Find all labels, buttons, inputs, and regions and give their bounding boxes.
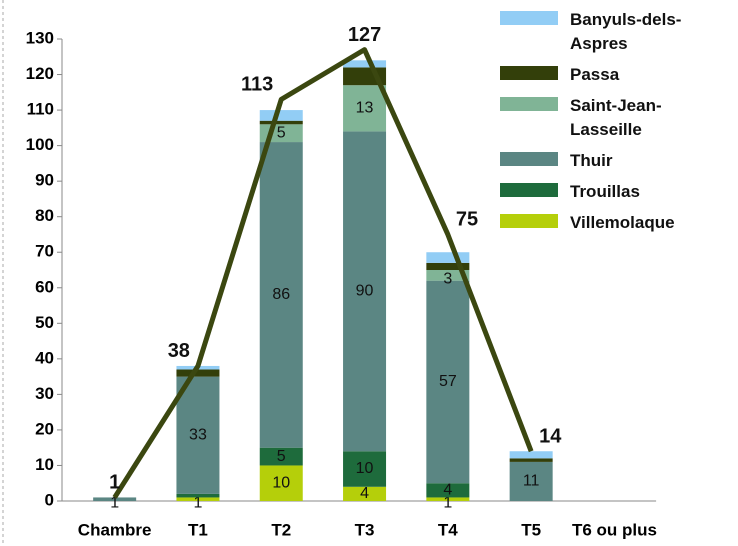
data-label: 33 <box>189 426 207 443</box>
bar-segment <box>343 85 387 132</box>
legend-entry: Trouillas <box>500 180 736 204</box>
bar-segment <box>176 493 220 498</box>
data-label: 11 <box>523 473 540 490</box>
bar-segment <box>259 120 303 125</box>
bar-segment <box>176 497 220 501</box>
bar-segment <box>259 447 303 466</box>
bar-segment <box>509 451 553 459</box>
legend-entry: Passa <box>500 63 736 87</box>
y-tick-label: 120 <box>26 64 54 83</box>
y-tick-label: 90 <box>35 171 54 190</box>
bar-segment <box>426 270 470 281</box>
y-tick-label: 10 <box>35 455 54 474</box>
bar-segment <box>426 252 470 263</box>
legend-label: Passa <box>570 65 620 84</box>
bar-segment <box>176 369 220 377</box>
total-label: 1 <box>109 472 120 494</box>
bar-segment <box>343 60 387 68</box>
total-label: 113 <box>241 74 273 96</box>
data-label: 1 <box>110 494 119 511</box>
bar-segment <box>176 376 220 494</box>
y-tick-label: 60 <box>35 277 54 296</box>
x-tick-label: T4 <box>438 520 458 539</box>
y-tick-label: 20 <box>35 419 54 438</box>
data-label: 5 <box>277 448 286 465</box>
legend-entry: Thuir <box>500 149 736 173</box>
data-label: 86 <box>272 286 290 303</box>
bar-segment <box>93 497 137 501</box>
data-label: 1 <box>443 494 452 511</box>
y-tick-label: 100 <box>26 135 54 154</box>
bar-segment <box>343 486 387 501</box>
data-label: 5 <box>277 124 286 141</box>
data-label: 57 <box>439 373 457 390</box>
data-label: 90 <box>356 283 374 300</box>
legend: Banyuls-dels-Aspres Passa Saint-Jean-Lasse… <box>500 8 736 242</box>
legend-label: Saint-Jean-Lasseille <box>570 96 662 139</box>
bar-segment <box>426 262 470 270</box>
bar-segment <box>509 461 553 501</box>
data-label: 4 <box>360 485 369 502</box>
total-line <box>112 47 534 499</box>
y-tick-label: 110 <box>27 100 54 119</box>
x-tick-label: T5 <box>521 520 541 539</box>
data-label: 10 <box>272 474 290 491</box>
data-label: 1 <box>193 494 202 511</box>
y-tick-label: 40 <box>35 348 54 367</box>
data-label: 13 <box>356 100 374 117</box>
legend-swatch <box>500 66 558 80</box>
legend-entry: Villemolaque <box>500 211 736 235</box>
legend-swatch <box>500 214 558 228</box>
bar-segment <box>426 497 470 501</box>
y-tick-label: 80 <box>35 206 54 225</box>
bar-segment <box>426 483 470 498</box>
legend-swatch <box>500 183 558 197</box>
y-tick-label: 30 <box>35 384 54 403</box>
total-label: 14 <box>539 426 562 448</box>
bar-segment <box>259 110 303 121</box>
bar-segment <box>259 465 303 501</box>
total-label: 127 <box>348 24 381 46</box>
bar-segment <box>509 458 553 462</box>
bar-segment <box>343 131 387 452</box>
bar-segment <box>426 280 470 484</box>
data-label: 3 <box>443 271 452 288</box>
x-tick-label: T3 <box>355 520 375 539</box>
legend-swatch <box>500 152 558 166</box>
x-tick-label: T6 ou plus <box>572 520 657 539</box>
legend-label: Trouillas <box>570 182 640 201</box>
legend-entry: Saint-Jean-Lasseille <box>500 94 736 142</box>
legend-swatch <box>500 97 558 111</box>
total-label: 75 <box>456 209 478 231</box>
total-label: 38 <box>168 340 190 362</box>
legend-swatch <box>500 11 558 25</box>
data-label: 4 <box>443 482 452 499</box>
y-tick-label: 70 <box>35 242 54 261</box>
x-tick-label: T2 <box>271 520 291 539</box>
x-tick-label: Chambre <box>78 520 152 539</box>
y-tick-label: 130 <box>26 28 54 47</box>
y-tick-label: 50 <box>35 313 54 332</box>
legend-label: Banyuls-dels-Aspres <box>570 10 682 53</box>
bar-segment <box>259 142 303 448</box>
bar-segment <box>343 451 387 487</box>
y-tick-label: 0 <box>45 490 54 509</box>
legend-label: Villemolaque <box>570 213 675 232</box>
data-label: 10 <box>356 460 374 477</box>
x-tick-label: T1 <box>188 520 208 539</box>
legend-entry: Banyuls-dels-Aspres <box>500 8 736 56</box>
legend-label: Thuir <box>570 151 613 170</box>
